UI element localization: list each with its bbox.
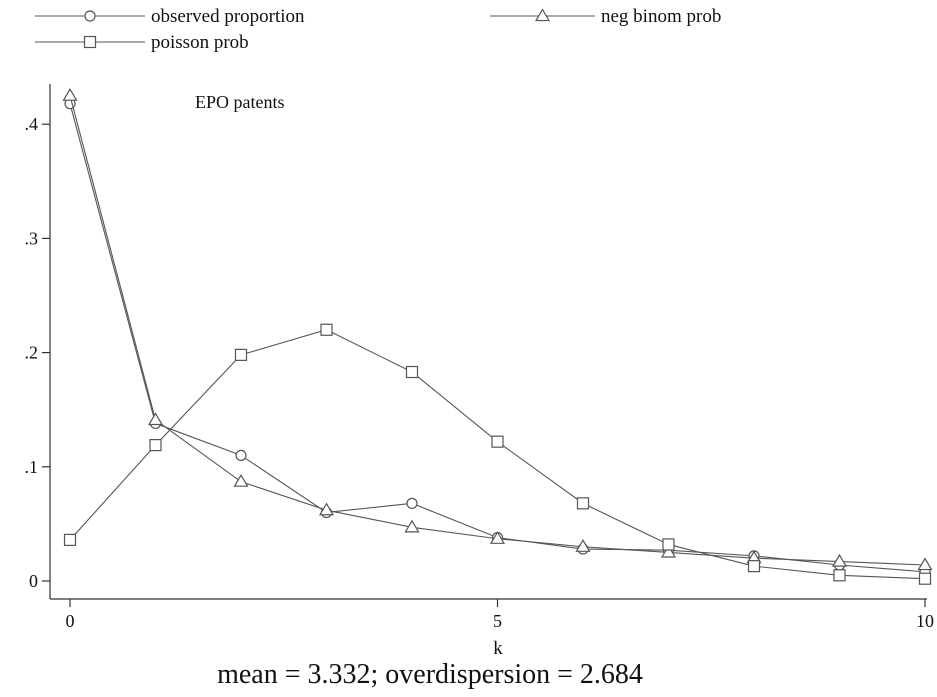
data-point (318, 502, 335, 516)
data-point (918, 572, 932, 585)
y-tick-label: .3 (25, 228, 39, 248)
series-line (69, 95, 926, 566)
data-point (62, 87, 78, 101)
data-point (575, 539, 591, 552)
data-point (404, 519, 420, 533)
data-point (917, 557, 933, 571)
data-point (63, 533, 77, 546)
data-point (747, 560, 761, 573)
x-tick-label: 0 (66, 611, 75, 631)
legend-label: observed proportion (151, 6, 305, 27)
data-point (576, 497, 590, 510)
legend-marker-circle (84, 10, 96, 22)
series-layer (62, 87, 933, 585)
series-triangle (62, 87, 933, 571)
data-point (660, 544, 677, 558)
axes: 0 .1 .2 .3 .4 0 5 10 (25, 83, 934, 631)
legend: observed proportion neg binom prob poisson… (35, 6, 721, 53)
data-point (406, 497, 418, 509)
data-point (833, 569, 846, 582)
legend-item: poisson prob (35, 32, 249, 53)
legend-marker-triangle (534, 8, 551, 22)
data-point (489, 531, 506, 544)
data-point (662, 538, 675, 551)
x-tick-label: 5 (493, 611, 502, 631)
legend-marker-square (83, 35, 97, 49)
chart-annotation: EPO patents (195, 92, 285, 112)
y-tick-label: .2 (25, 343, 39, 363)
data-point (234, 348, 248, 361)
chart-caption: mean = 3.332; overdispersion = 2.684 (217, 659, 643, 690)
series-square (63, 323, 932, 585)
legend-item: neg binom prob (490, 6, 721, 27)
series-circle (64, 98, 931, 578)
legend-label: poisson prob (151, 32, 249, 53)
data-point (233, 473, 249, 487)
data-point (491, 435, 504, 448)
x-axis-title: k (493, 638, 503, 659)
legend-label: neg binom prob (601, 6, 721, 27)
y-tick-label: 0 (29, 571, 38, 591)
data-point (147, 412, 164, 426)
data-point (320, 323, 333, 336)
data-point (831, 553, 848, 567)
data-point (149, 439, 162, 452)
data-point (405, 365, 419, 379)
series-line (69, 103, 926, 573)
x-tick-label: 10 (916, 611, 934, 631)
y-tick-label: .4 (25, 114, 39, 134)
y-tick-label: .1 (25, 457, 39, 477)
legend-item: observed proportion (35, 6, 305, 27)
data-point (235, 449, 247, 461)
